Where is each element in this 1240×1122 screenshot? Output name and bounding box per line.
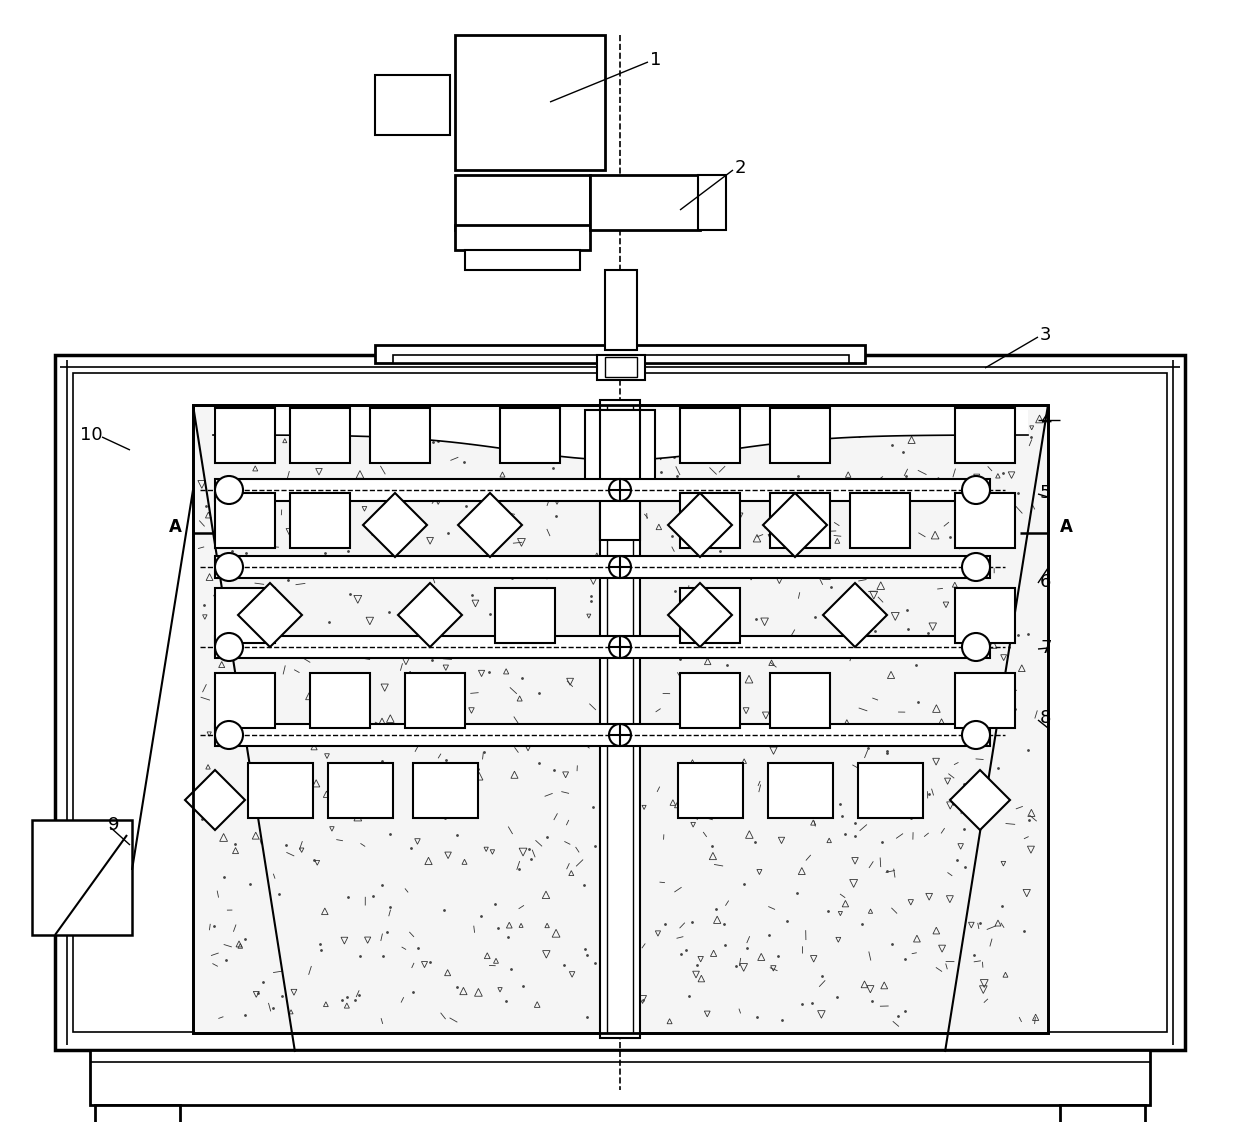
Text: 3: 3 bbox=[1040, 327, 1052, 344]
Bar bbox=[455, 35, 605, 171]
Bar bbox=[290, 408, 350, 463]
Text: 1: 1 bbox=[650, 50, 661, 68]
Bar bbox=[680, 673, 740, 728]
Text: 8: 8 bbox=[1040, 709, 1052, 727]
Bar bbox=[193, 405, 1048, 1033]
Bar bbox=[770, 673, 830, 728]
Bar bbox=[955, 408, 1016, 463]
Text: 7: 7 bbox=[1040, 640, 1052, 657]
Bar bbox=[455, 226, 590, 250]
Circle shape bbox=[215, 633, 243, 661]
Bar bbox=[849, 493, 910, 548]
Bar bbox=[495, 588, 556, 643]
Text: 6: 6 bbox=[1040, 573, 1052, 591]
Bar bbox=[590, 175, 701, 230]
Bar bbox=[680, 588, 740, 643]
Bar bbox=[680, 493, 740, 548]
Bar bbox=[605, 357, 637, 377]
Circle shape bbox=[609, 479, 631, 502]
Bar bbox=[374, 75, 450, 135]
Bar bbox=[678, 763, 743, 818]
Text: 2: 2 bbox=[735, 159, 746, 177]
Circle shape bbox=[609, 724, 631, 746]
Bar bbox=[310, 673, 370, 728]
Bar bbox=[600, 410, 640, 540]
Circle shape bbox=[609, 636, 631, 657]
Bar bbox=[95, 1105, 180, 1122]
Text: A: A bbox=[169, 518, 181, 536]
Bar bbox=[955, 588, 1016, 643]
Circle shape bbox=[962, 721, 990, 749]
Text: 10: 10 bbox=[81, 426, 103, 444]
Bar bbox=[55, 355, 1185, 1050]
Polygon shape bbox=[185, 770, 246, 830]
Circle shape bbox=[962, 476, 990, 504]
Circle shape bbox=[215, 553, 243, 581]
Bar bbox=[770, 493, 830, 548]
Circle shape bbox=[962, 633, 990, 661]
PathPatch shape bbox=[213, 410, 1028, 460]
Circle shape bbox=[215, 476, 243, 504]
Bar bbox=[500, 408, 560, 463]
Polygon shape bbox=[668, 583, 732, 647]
Bar bbox=[193, 405, 1048, 1033]
Text: 4: 4 bbox=[1040, 411, 1052, 429]
Bar bbox=[215, 557, 990, 578]
Bar bbox=[32, 820, 131, 935]
Polygon shape bbox=[398, 583, 463, 647]
Text: A: A bbox=[1059, 518, 1073, 536]
Text: 5: 5 bbox=[1040, 484, 1052, 502]
Bar bbox=[215, 479, 990, 502]
Bar bbox=[374, 344, 866, 364]
Polygon shape bbox=[763, 493, 827, 557]
Bar bbox=[605, 270, 637, 350]
Bar bbox=[596, 355, 645, 380]
Bar bbox=[215, 493, 275, 548]
Bar bbox=[680, 408, 740, 463]
Text: 9: 9 bbox=[108, 816, 119, 834]
Bar bbox=[215, 588, 275, 643]
Bar bbox=[600, 401, 640, 1038]
Bar bbox=[698, 175, 725, 230]
Circle shape bbox=[215, 721, 243, 749]
Bar bbox=[215, 724, 990, 746]
Bar bbox=[91, 1050, 1149, 1105]
Polygon shape bbox=[668, 493, 732, 557]
Bar bbox=[393, 355, 849, 364]
Bar bbox=[770, 408, 830, 463]
Bar bbox=[370, 408, 430, 463]
Bar bbox=[955, 493, 1016, 548]
Bar bbox=[329, 763, 393, 818]
Circle shape bbox=[609, 557, 631, 578]
Bar bbox=[413, 763, 477, 818]
Circle shape bbox=[962, 553, 990, 581]
Polygon shape bbox=[363, 493, 427, 557]
Bar bbox=[215, 673, 275, 728]
Bar bbox=[955, 673, 1016, 728]
Bar bbox=[73, 373, 1167, 1032]
Bar bbox=[215, 408, 275, 463]
Bar bbox=[405, 673, 465, 728]
Bar bbox=[585, 410, 655, 490]
Bar bbox=[248, 763, 312, 818]
Polygon shape bbox=[823, 583, 887, 647]
Polygon shape bbox=[238, 583, 303, 647]
Bar bbox=[455, 175, 590, 230]
Bar bbox=[465, 250, 580, 270]
Bar bbox=[1060, 1105, 1145, 1122]
Bar bbox=[215, 636, 990, 657]
Polygon shape bbox=[950, 770, 1011, 830]
Bar bbox=[768, 763, 833, 818]
Bar bbox=[290, 493, 350, 548]
Bar bbox=[858, 763, 923, 818]
Polygon shape bbox=[458, 493, 522, 557]
